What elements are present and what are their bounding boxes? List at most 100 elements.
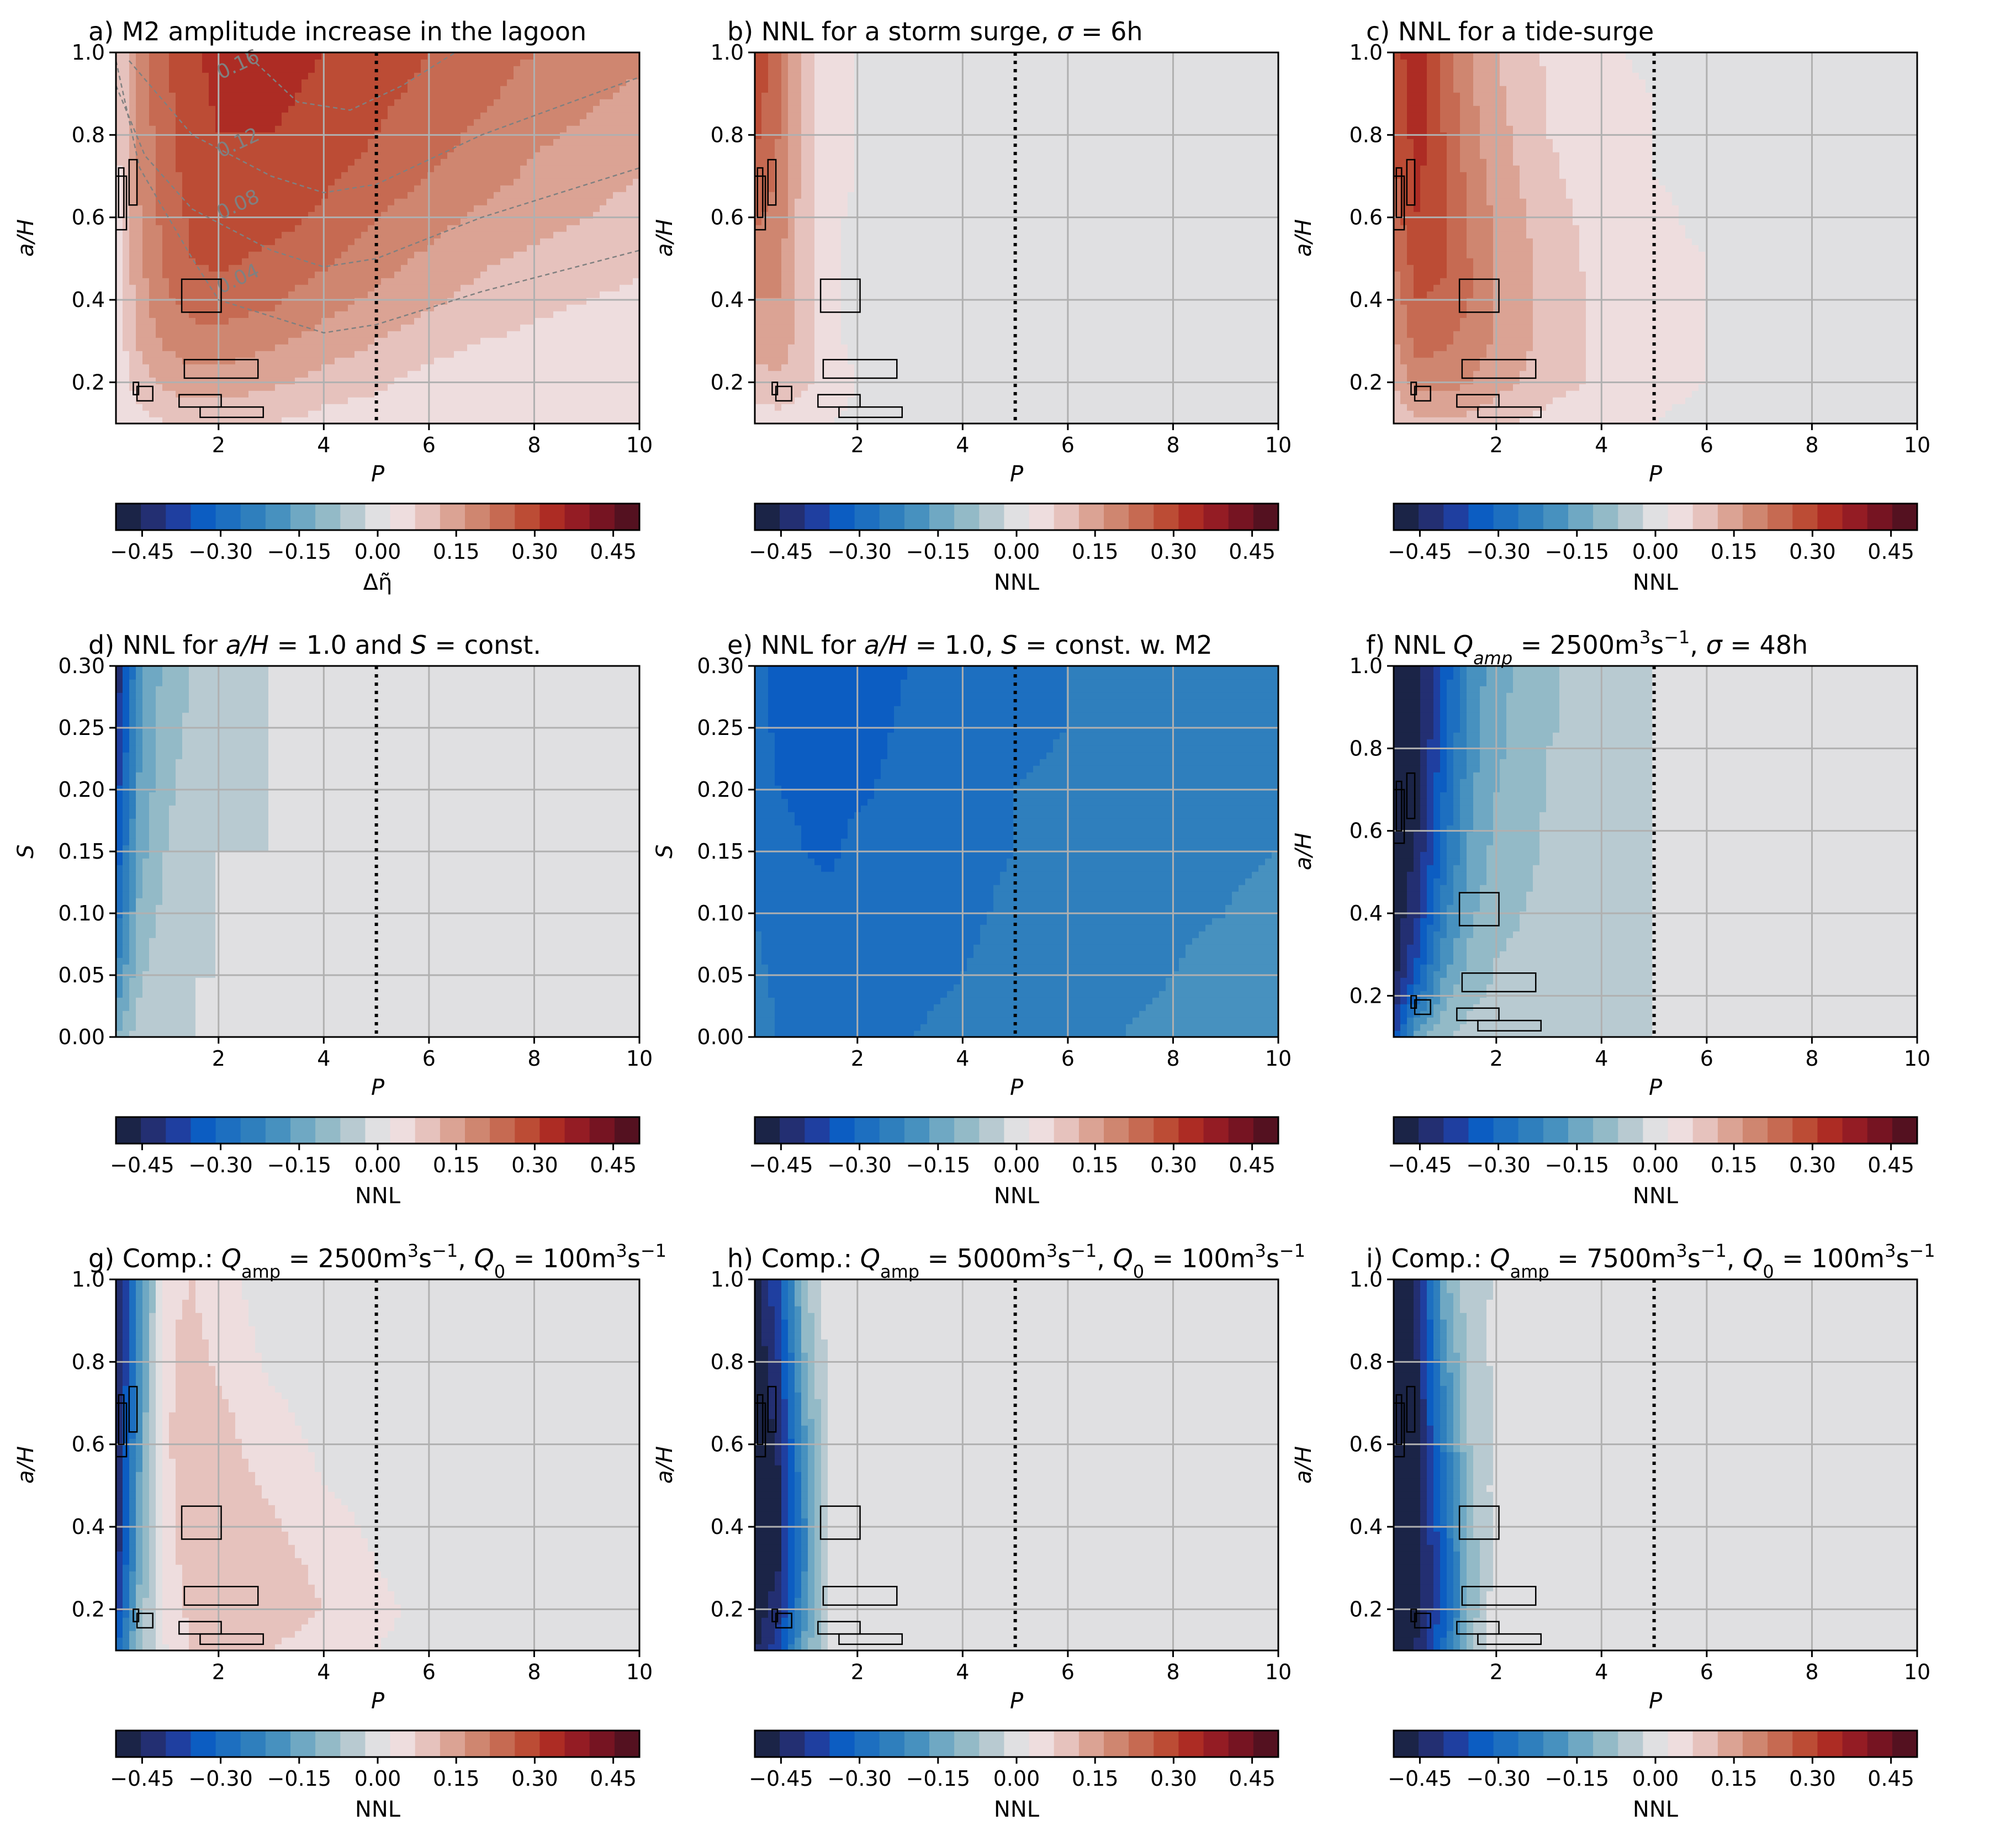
contour-cell	[533, 172, 541, 179]
contour-cell	[620, 86, 627, 93]
contour-cell	[514, 264, 521, 272]
contour-cell	[520, 337, 527, 345]
contour-cell	[189, 218, 196, 225]
contour-cell	[560, 79, 567, 86]
contour-cell	[600, 397, 607, 404]
contour-cell	[761, 377, 769, 384]
contour-cell	[368, 125, 375, 133]
contour-cell	[308, 119, 315, 126]
contour-cell	[553, 198, 560, 205]
contour-cell	[494, 172, 501, 179]
contour-cell	[421, 165, 428, 172]
contour-cell	[593, 258, 600, 265]
contour-cell	[229, 218, 236, 225]
contour-cell	[209, 304, 216, 311]
contour-cell	[288, 377, 295, 384]
contour-cell	[295, 264, 302, 272]
contour-cell	[295, 185, 302, 192]
contour-cell	[195, 72, 203, 80]
contour-cell	[755, 99, 762, 106]
contour-cell	[586, 152, 594, 159]
contour-cell	[613, 105, 620, 113]
contour-cell	[295, 337, 302, 345]
contour-cell	[761, 271, 769, 278]
contour-cell	[613, 99, 620, 106]
contour-cell	[295, 225, 302, 232]
contour-cell	[620, 258, 627, 265]
contour-cell	[434, 99, 441, 106]
contour-cell	[129, 278, 136, 285]
contour-cell	[606, 258, 613, 265]
contour-cell	[156, 284, 163, 292]
contour-cell	[361, 278, 368, 285]
contour-cell	[480, 364, 488, 371]
contour-cell	[255, 390, 262, 398]
contour-cell	[321, 311, 329, 318]
contour-cell	[514, 245, 521, 252]
contour-cell	[202, 298, 209, 305]
contour-cell	[394, 99, 401, 106]
contour-cell	[354, 86, 362, 93]
contour-cell	[520, 172, 527, 179]
contour-cell	[788, 231, 795, 239]
contour-cell	[795, 291, 802, 298]
contour-cell	[248, 158, 256, 166]
contour-cell	[229, 337, 236, 345]
contour-cell	[461, 79, 468, 86]
contour-cell	[586, 344, 594, 351]
contour-cell	[288, 205, 295, 212]
contour-cell	[474, 225, 481, 232]
contour-cell	[494, 79, 501, 86]
contour-cell	[620, 404, 627, 411]
contour-cell	[620, 371, 627, 378]
contour-cell	[580, 278, 587, 285]
contour-cell	[540, 52, 547, 60]
contour-cell	[361, 112, 368, 119]
contour-cell	[136, 377, 143, 384]
contour-cell	[447, 337, 454, 345]
contour-cell	[202, 384, 209, 391]
contour-cell	[540, 331, 547, 338]
contour-cell	[613, 384, 620, 391]
contour-cell	[434, 158, 441, 166]
contour-cell	[381, 185, 388, 192]
contour-cell	[136, 284, 143, 292]
contour-cell	[182, 92, 189, 99]
contour-cell	[189, 99, 196, 106]
contour-cell	[149, 105, 156, 113]
contour-cell	[781, 371, 789, 378]
contour-cell	[447, 125, 454, 133]
contour-cell	[755, 311, 762, 318]
contour-cell	[116, 364, 123, 371]
contour-cell	[341, 404, 348, 411]
contour-cell	[414, 225, 421, 232]
contour-cell	[195, 119, 203, 126]
contour-cell	[189, 271, 196, 278]
contour-cell	[262, 66, 269, 73]
contour-cell	[116, 66, 123, 73]
contour-cell	[795, 192, 802, 199]
contour-cell	[394, 357, 401, 364]
contour-cell	[295, 158, 302, 166]
contour-cell	[434, 165, 441, 172]
contour-cell	[768, 331, 775, 338]
contour-cell	[573, 344, 580, 351]
contour-cell	[620, 324, 627, 331]
contour-cell	[301, 371, 309, 378]
contour-cell	[434, 298, 441, 305]
contour-cell	[586, 66, 594, 73]
contour-cell	[593, 291, 600, 298]
contour-cell	[487, 404, 494, 411]
contour-cell	[341, 72, 348, 80]
contour-cell	[248, 371, 256, 378]
contour-cell	[248, 192, 256, 199]
contour-cell	[573, 105, 580, 113]
contour-cell	[467, 417, 474, 424]
contour-cell	[487, 245, 494, 252]
contour-cell	[781, 185, 789, 192]
contour-cell	[341, 152, 348, 159]
contour-cell	[547, 278, 554, 285]
contour-cell	[434, 72, 441, 80]
contour-cell	[142, 238, 150, 245]
contour-cell	[262, 344, 269, 351]
